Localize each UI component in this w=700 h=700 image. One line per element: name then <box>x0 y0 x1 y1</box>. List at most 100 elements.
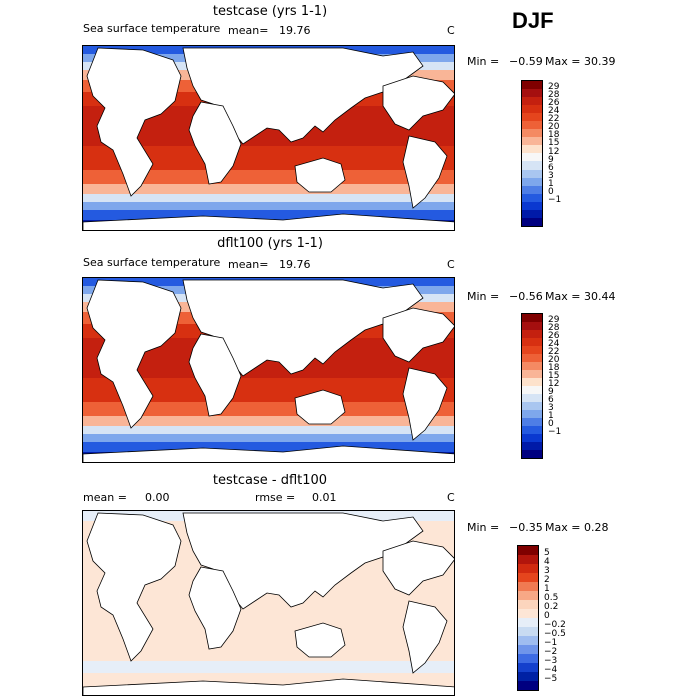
min-label: Min = <box>467 55 500 68</box>
colorbar-testcase <box>521 80 543 227</box>
colorbar-tick-label: 5 <box>544 548 550 558</box>
field-label: Sea surface temperature <box>83 256 221 269</box>
colorbar-tick-label: 18 <box>548 363 560 373</box>
colorbar-tick-label: 1 <box>544 584 550 594</box>
colorbar-tick-label: 0 <box>548 186 554 197</box>
colorbar-swatch <box>522 169 542 178</box>
colorbar-tick-label: 12 <box>548 146 560 157</box>
panel-title: testcase (yrs 1-1) <box>212 4 328 19</box>
colorbar-swatch <box>522 410 542 418</box>
colorbar-tick-label: 0.5 <box>544 593 559 603</box>
colorbar-swatch <box>522 362 542 370</box>
max-value: 0.28 <box>584 521 609 534</box>
colorbar-swatch <box>518 555 538 564</box>
colorbar-tick-label: −0.2 <box>544 620 566 630</box>
colorbar-swatch <box>522 426 542 434</box>
colorbar-swatch <box>522 418 542 426</box>
colorbar-tick-label: 20 <box>548 355 560 365</box>
sst-map-dflt100 <box>83 278 454 462</box>
map-difference <box>82 510 455 696</box>
colorbar-tick-label: −1 <box>548 427 562 437</box>
colorbar-tick-label: 0 <box>544 611 550 621</box>
colorbar-tick-label: 9 <box>548 154 554 165</box>
mean-value: 19.76 <box>279 24 311 37</box>
colorbar-tick-label: −1 <box>548 194 562 205</box>
map-dflt100 <box>82 277 455 463</box>
colorbar-swatch <box>522 330 542 338</box>
colorbar-tick-label: 6 <box>548 395 554 405</box>
mean-label: mean= <box>228 258 269 271</box>
colorbar-swatch <box>522 113 542 122</box>
colorbar-swatch <box>518 609 538 618</box>
colorbar-swatch <box>522 153 542 162</box>
colorbar-swatch <box>522 129 542 138</box>
colorbar-tick-label: 2 <box>544 575 550 585</box>
units-label: C <box>447 24 455 37</box>
colorbar-tick-label: −4 <box>544 665 558 675</box>
colorbar-difference <box>517 545 539 691</box>
colorbar-swatch <box>522 450 542 458</box>
colorbar-swatch <box>522 105 542 114</box>
colorbar-swatch <box>522 137 542 146</box>
colorbar-swatch <box>518 564 538 573</box>
min-label: Min = <box>467 521 500 534</box>
colorbar-swatch <box>522 322 542 330</box>
colorbar-swatch <box>522 442 542 450</box>
colorbar-tick-label: −3 <box>544 656 558 666</box>
colorbar-swatch <box>522 434 542 442</box>
colorbar-swatch <box>522 402 542 410</box>
colorbar-tick-label: 22 <box>548 114 560 125</box>
colorbar-tick-label: −2 <box>544 647 558 657</box>
units-label: C <box>447 258 455 271</box>
mean-label: mean = <box>83 491 127 504</box>
min-value: −0.35 <box>509 521 543 534</box>
season-label: DJF <box>512 8 554 33</box>
colorbar-tick-label: 24 <box>548 339 560 349</box>
colorbar-swatch <box>522 97 542 106</box>
max-value: 30.39 <box>584 55 616 68</box>
colorbar-swatch <box>522 209 542 218</box>
colorbar-swatch <box>522 217 542 226</box>
max-label: Max = <box>545 290 581 303</box>
rmse-label: rmse = <box>255 491 296 504</box>
colorbar-tick-label: 3 <box>548 403 554 413</box>
colorbar-swatch <box>518 663 538 672</box>
min-label: Min = <box>467 290 500 303</box>
colorbar-tick-label: 20 <box>548 122 560 133</box>
panel-title: dflt100 (yrs 1-1) <box>217 236 323 251</box>
colorbar-tick-label: 3 <box>544 566 550 576</box>
rmse-value: 0.01 <box>312 491 337 504</box>
colorbar-swatch <box>522 386 542 394</box>
map-testcase <box>82 45 455 231</box>
colorbar-swatch <box>522 177 542 186</box>
colorbar-swatch <box>518 636 538 645</box>
colorbar-swatch <box>518 591 538 600</box>
colorbar-tick-label: −0.5 <box>544 629 566 639</box>
min-value: −0.59 <box>509 55 543 68</box>
colorbar-swatch <box>522 89 542 98</box>
colorbar-tick-label: 29 <box>548 315 560 325</box>
max-label: Max = <box>545 521 581 534</box>
colorbar-swatch <box>518 582 538 591</box>
colorbar-swatch <box>522 121 542 130</box>
colorbar-tick-label: 0.2 <box>544 602 559 612</box>
colorbar-tick-label: 24 <box>548 106 560 117</box>
colorbar-swatch <box>522 81 542 90</box>
colorbar-swatch <box>518 672 538 681</box>
mean-label: mean= <box>228 24 269 37</box>
colorbar-dflt100 <box>521 313 543 459</box>
mean-value: 19.76 <box>279 258 311 271</box>
colorbar-tick-label: 26 <box>548 98 560 109</box>
colorbar-tick-label: 6 <box>548 162 554 173</box>
colorbar-swatch <box>522 161 542 170</box>
colorbar-tick-label: 15 <box>548 138 560 149</box>
colorbar-tick-label: 1 <box>548 178 554 189</box>
field-label: Sea surface temperature <box>83 22 221 35</box>
colorbar-tick-label: 28 <box>548 90 560 101</box>
colorbar-swatch <box>518 573 538 582</box>
colorbar-tick-label: 12 <box>548 379 560 389</box>
max-label: Max = <box>545 55 581 68</box>
colorbar-tick-label: 18 <box>548 130 560 141</box>
mean-value: 0.00 <box>145 491 170 504</box>
colorbar-swatch <box>522 193 542 202</box>
